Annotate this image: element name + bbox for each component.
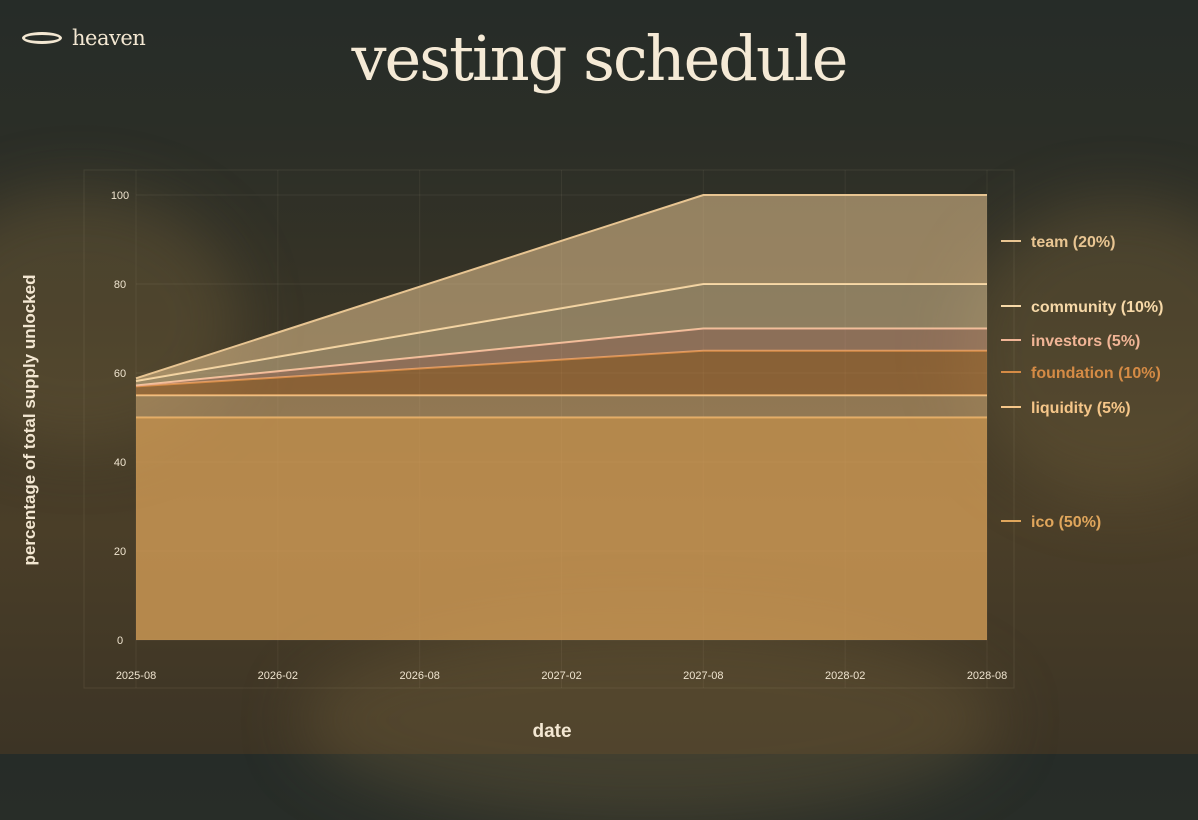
- y-tick-label: 80: [114, 279, 126, 291]
- legend-label-team: team (20%): [1031, 234, 1115, 251]
- x-tick-label: 2026-08: [399, 670, 439, 682]
- x-tick-label: 2028-02: [825, 670, 865, 682]
- plot-frame: [83, 169, 1015, 689]
- chart-title: vesting schedule: [351, 22, 849, 95]
- x-tick-label: 2028-08: [967, 670, 1007, 682]
- y-axis-ticks: 0 20 40 60 80 100: [111, 190, 129, 647]
- legend-label-investors: investors (5%): [1031, 333, 1140, 350]
- brand-name: heaven: [72, 26, 146, 50]
- area-investors: [136, 328, 987, 387]
- area-community: [136, 284, 987, 386]
- series-areas: [135, 194, 987, 640]
- x-axis-ticks: 2025-08 2026-02 2026-08 2027-02 2027-08 2028-…: [116, 670, 1007, 682]
- line-team: [135, 194, 987, 380]
- x-axis-label: date: [532, 721, 572, 742]
- legend: ico (50%) liquidity (5%) foundation (10%) i…: [1001, 234, 1163, 531]
- y-tick-label: 100: [111, 190, 129, 202]
- legend-label-foundation: foundation (10%): [1031, 365, 1161, 382]
- area-ico: [136, 417, 987, 640]
- area-team: [136, 195, 987, 382]
- halo-icon: [22, 32, 62, 44]
- y-tick-label: 60: [114, 368, 126, 380]
- area-foundation: [136, 350, 987, 396]
- line-investors: [135, 327, 987, 387]
- legend-label-community: community (10%): [1031, 299, 1163, 316]
- x-tick-label: 2026-02: [258, 670, 298, 682]
- area-chart: 0 20 40 60 80 100 2025-08 2026-02 2026-08 2027-0…: [83, 169, 1164, 689]
- y-tick-label: 20: [114, 546, 126, 558]
- line-foundation: [135, 349, 987, 388]
- legend-label-liquidity: liquidity (5%): [1031, 400, 1131, 417]
- x-tick-label: 2027-08: [683, 670, 723, 682]
- brand-logo: heaven: [22, 26, 146, 50]
- y-tick-label: 40: [114, 457, 126, 469]
- y-tick-label: 0: [117, 635, 123, 647]
- area-liquidity: [136, 395, 987, 418]
- legend-label-ico: ico (50%): [1031, 514, 1101, 531]
- x-tick-label: 2027-02: [541, 670, 581, 682]
- x-tick-label: 2025-08: [116, 670, 156, 682]
